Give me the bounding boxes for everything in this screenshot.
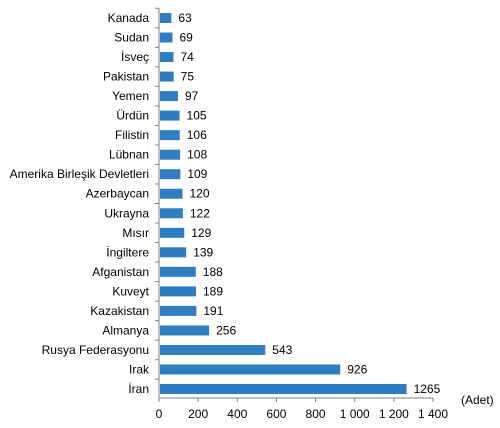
bar (160, 384, 407, 394)
x-tick-label: 200 (188, 407, 208, 421)
data-label: 256 (216, 323, 236, 337)
data-label: 139 (193, 245, 213, 259)
data-label: 1265 (414, 382, 441, 396)
data-label: 120 (189, 187, 209, 201)
x-axis: 0 200 400 600 800 1 000 1 200 1 400 (155, 7, 448, 421)
bar (160, 344, 266, 355)
category-label: Yemen (112, 89, 149, 103)
bar (160, 130, 180, 141)
data-label: 122 (190, 206, 210, 220)
category-label: Kuveyt (112, 284, 149, 298)
bar (160, 110, 180, 121)
bar (160, 188, 183, 199)
bar (160, 169, 181, 180)
data-label: 108 (187, 148, 207, 162)
bar (160, 52, 174, 63)
data-label: 191 (203, 304, 223, 318)
bar (160, 91, 178, 102)
category-label: Almanya (102, 323, 149, 337)
category-label: Amerika Birleşik Devletleri (10, 167, 149, 181)
category-label: Rusya Federasyonu (42, 343, 149, 357)
bar (160, 247, 187, 258)
data-label: 543 (272, 343, 292, 357)
category-label: İngiltere (106, 245, 149, 259)
category-label: İsveç (121, 50, 149, 64)
x-tick-label: 0 (156, 407, 163, 421)
data-label: 97 (185, 89, 199, 103)
x-tick-label: 1 200 (379, 407, 409, 421)
category-label: Irak (129, 362, 150, 376)
x-tick-label: 800 (306, 407, 326, 421)
category-label: Ürdün (116, 109, 149, 123)
category-label: Ukrayna (104, 206, 149, 220)
bar (160, 266, 196, 277)
bar (160, 149, 181, 160)
data-label: 69 (180, 31, 194, 45)
bar (160, 286, 196, 297)
bar (160, 71, 174, 82)
data-label: 109 (187, 167, 207, 181)
x-tick-label: 1 400 (418, 407, 448, 421)
bar (160, 325, 210, 336)
x-tick-label: 1 000 (340, 407, 370, 421)
category-label: Afganistan (92, 265, 149, 279)
bar (160, 305, 197, 316)
data-label: 106 (187, 128, 207, 142)
data-label: 63 (178, 11, 192, 25)
bar (160, 13, 172, 23)
data-label: 75 (181, 70, 195, 84)
bar (160, 208, 183, 219)
x-tick-label: 600 (266, 407, 286, 421)
category-label: Kanada (108, 11, 150, 25)
category-label: Azerbaycan (86, 187, 149, 201)
category-label: Filistin (115, 128, 149, 142)
data-label: 74 (180, 50, 194, 64)
category-label: Mısır (122, 226, 149, 240)
data-label: 188 (203, 265, 223, 279)
data-label: 105 (187, 109, 207, 123)
x-tick-label: 400 (227, 407, 247, 421)
bar (160, 364, 341, 375)
category-label: Lübnan (109, 148, 149, 162)
category-label: Sudan (114, 31, 149, 45)
x-axis-unit-label: (Adet) (461, 393, 494, 407)
data-label: 129 (191, 226, 211, 240)
category-label: Pakistan (103, 70, 149, 84)
bar (160, 227, 185, 238)
bars-layer: Kanada 63 Sudan 69 İsveç 74 Pakistan 75 Yemen 97 Ü… (10, 11, 441, 396)
bar (160, 32, 173, 43)
data-label: 926 (347, 362, 367, 376)
data-label: 189 (203, 284, 223, 298)
category-label: Kazakistan (90, 304, 149, 318)
category-label: İran (128, 382, 149, 396)
